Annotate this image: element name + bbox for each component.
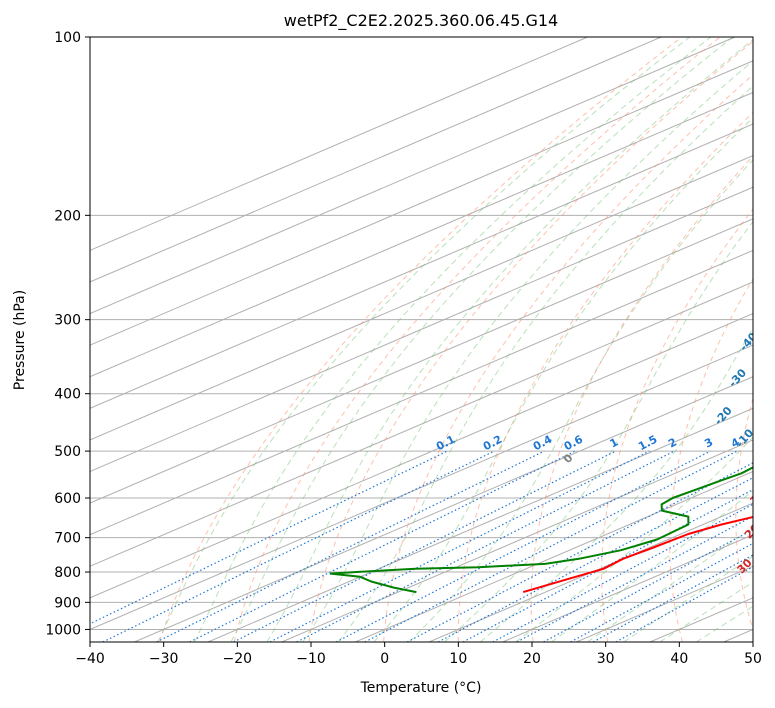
isotherm-line: [90, 155, 753, 441]
isotherm-line: [90, 186, 753, 473]
temperature-profile-line: [522, 515, 753, 594]
x-tick-label: 20: [523, 651, 541, 667]
isotherm-line: [90, 37, 662, 283]
mixing-ratio-line: [570, 542, 753, 642]
dewpoint-profile-line: [329, 466, 753, 594]
x-tick-label: −40: [75, 651, 105, 667]
moist-adiabat-line: [373, 117, 753, 642]
mixing-ratio-line: [335, 450, 711, 642]
mixing-ratio-line: [543, 528, 753, 642]
x-tick-label: 50: [744, 651, 762, 667]
dry-adiabats: [159, 37, 753, 642]
mixing-ratio-line: [189, 450, 576, 642]
moist-adiabat-label: 40: [750, 581, 770, 601]
moist-adiabat-line: [479, 326, 753, 642]
skewed-isotherms: [90, 37, 753, 642]
mixing-ratio-line: [437, 477, 753, 642]
isotherm-line: [90, 37, 736, 315]
isotherm-line: [90, 91, 753, 378]
y-tick-label: 100: [54, 30, 81, 46]
y-tick-label: 300: [54, 313, 81, 329]
moist-adiabat-line: [551, 490, 753, 642]
mixing-ratio-line: [269, 450, 650, 642]
mixing-ratio-lines: [90, 450, 753, 642]
x-tick-label: 0: [380, 651, 389, 667]
isotherm-line: [281, 439, 753, 642]
y-tick-label: 1000: [45, 622, 81, 638]
x-tick-label: −10: [296, 651, 326, 667]
mixing-ratio-line: [156, 450, 545, 642]
x-tick-label: 10: [449, 651, 467, 667]
dry-adiabat-line: [669, 277, 753, 642]
x-axis-ticks: −40 −30 −20 −10 0 10 20 30 40 50: [75, 642, 762, 667]
y-tick-label: 900: [54, 595, 81, 611]
plot-area: 0.10.20.40.611.52346810131620253036-100-…: [90, 37, 770, 642]
dry-adiabat-line: [601, 208, 753, 642]
isotherm-line: [90, 60, 753, 346]
y-axis-label: Pressure (hPa): [12, 290, 28, 390]
y-tick-label: 700: [54, 531, 81, 547]
x-tick-label: −20: [223, 651, 253, 667]
mixing-ratio-line: [233, 450, 616, 642]
moist-adiabat-line: [337, 85, 753, 642]
mixing-ratio-line: [406, 462, 753, 642]
isotherm-line: [90, 344, 753, 630]
mixing-ratio-line: [296, 450, 675, 642]
y-tick-label: 500: [54, 444, 81, 460]
moist-adiabat-line: [230, 37, 734, 642]
moist-adiabat-line: [266, 38, 753, 642]
sounding-profiles: [329, 466, 753, 594]
moist-adiabats: [157, 37, 753, 642]
isotherm-line: [90, 249, 753, 536]
isotherm-line: [90, 218, 753, 504]
y-axis-ticks: 100 200 300 400 500 600 700 800 900 1000: [45, 30, 90, 638]
moist-adiabat-line: [444, 220, 753, 642]
chart-title: wetPf2_C2E2.2025.360.06.45.G14: [284, 11, 558, 31]
mixing-ratio-line: [462, 488, 753, 642]
mixing-ratio-line: [102, 450, 495, 642]
moist-adiabat-label: 10: [747, 487, 767, 507]
dry-adiabat-line: [233, 37, 721, 642]
moist-adiabat-label: 20: [742, 521, 762, 541]
mixing-ratio-line: [592, 554, 753, 642]
isotherm-line: [207, 407, 753, 642]
isotherm-line: [502, 534, 753, 642]
y-tick-label: 400: [54, 387, 81, 403]
moist-adiabat-line: [157, 37, 691, 642]
x-tick-label: −30: [149, 651, 179, 667]
dry-adiabat-line: [159, 37, 683, 642]
pressure-gridlines: [90, 37, 753, 630]
moist-adiabat-label: 30: [735, 556, 755, 576]
isotherm-line: [355, 470, 753, 642]
dry-adiabat-line: [308, 40, 753, 642]
reference-line-labels: 0.10.20.40.611.52346810131620253036-100-…: [434, 330, 770, 601]
moist-adiabat-line: [194, 37, 712, 642]
plot-frame: [89, 36, 754, 643]
mixing-ratio-line: [615, 566, 753, 642]
dry-adiabat-line: [530, 155, 753, 642]
isotherm-line: [428, 502, 753, 642]
isotherm-line: [90, 37, 588, 251]
isotherm-line: [90, 312, 753, 599]
isotherm-line: [90, 123, 753, 409]
isotherm-line: [134, 376, 753, 642]
isotherm-line: [90, 281, 753, 567]
x-tick-label: 40: [670, 651, 688, 667]
y-tick-label: 800: [54, 565, 81, 581]
x-tick-label: 30: [597, 651, 615, 667]
x-axis-label: Temperature (°C): [360, 680, 482, 696]
y-tick-label: 600: [54, 491, 81, 507]
dry-adiabat-line: [735, 396, 753, 632]
y-tick-label: 200: [54, 208, 81, 224]
